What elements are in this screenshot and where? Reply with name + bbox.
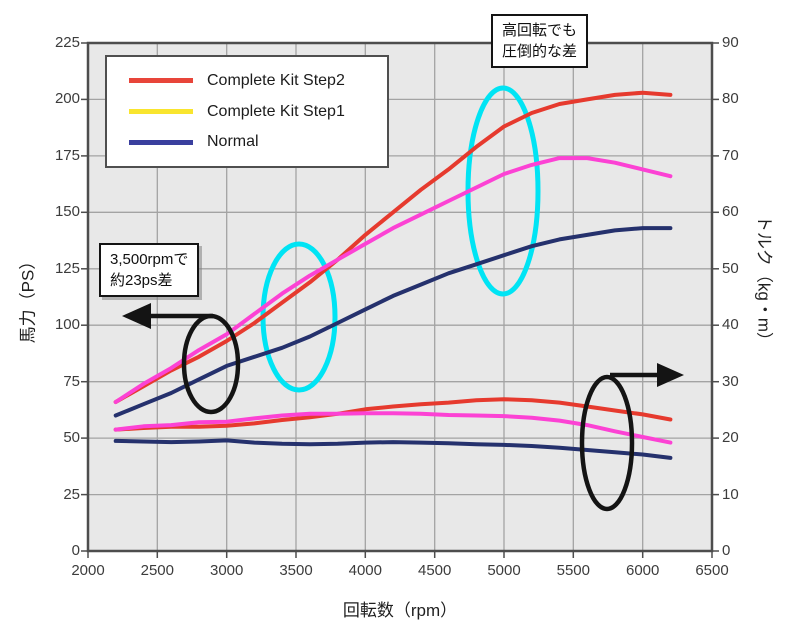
arrowhead-right [657, 363, 684, 387]
x-tick-label: 3000 [210, 562, 244, 579]
legend-item-label: Complete Kit Step2 [207, 71, 345, 89]
x-axis-title-rpm: 回転数（rpm） [342, 601, 458, 620]
x-tick-label: 5500 [556, 562, 590, 579]
legend-color-swatch [129, 139, 193, 145]
y-left-tick-label: 75 [63, 372, 80, 390]
legend-item-1: Complete Kit Step1 [107, 103, 387, 121]
legend-item-0: Complete Kit Step2 [107, 72, 387, 90]
y-left-tick-label: 125 [54, 259, 80, 277]
x-tick-label: 6500 [695, 562, 729, 579]
y-left-tick-label: 0 [71, 542, 80, 559]
series-4 [113, 411, 673, 445]
legend-item-2: Normal [107, 133, 387, 151]
legend-item-label: Complete Kit Step1 [207, 102, 345, 120]
annotation-line: 高回転でも [502, 22, 578, 39]
y-left-tick-label: 50 [63, 429, 80, 447]
plot-border [86, 41, 714, 553]
legend-color-swatch [129, 109, 193, 114]
series-0 [113, 90, 673, 404]
y-left-tick-label: 200 [54, 90, 80, 108]
y-right-tick-label: 10 [722, 485, 739, 503]
y-right-tick-label: 70 [722, 146, 739, 164]
y-right-tick-label: 80 [722, 90, 739, 108]
y-right-tick-label: 60 [722, 203, 739, 221]
y-left-tick-label: 100 [54, 316, 80, 334]
y-left-tick-label: 150 [54, 203, 80, 221]
annotation-3500rpm-gap: 3,500rpmで 約23ps差 [99, 243, 200, 297]
series-1 [113, 156, 673, 404]
legend: Complete Kit Step2 Complete Kit Step1 Norm… [105, 55, 389, 168]
y-right-tick-label: 40 [722, 316, 739, 334]
y-axis-title-torque: トルク（kg・m） [754, 214, 774, 350]
x-tick-label: 4000 [348, 562, 382, 579]
y-right-tick-label: 20 [722, 429, 739, 447]
x-tick-label: 6000 [626, 562, 660, 579]
y-left-tick-label: 175 [54, 146, 80, 164]
x-tick-label: 2000 [71, 562, 105, 579]
legend-item-label: Normal [207, 133, 259, 151]
x-tick-label: 2500 [140, 562, 174, 579]
y-left-tick-label: 25 [63, 485, 80, 503]
x-tick-label: 5000 [487, 562, 521, 579]
y-right-tick-label: 90 [722, 34, 739, 51]
annotation-line: 圧倒的な差 [502, 43, 578, 60]
series-3 [113, 397, 673, 432]
series-2 [113, 226, 673, 418]
y-axis-title-power: 馬力（PS） [18, 252, 38, 344]
x-tick-label: 4500 [418, 562, 452, 579]
x-tick-label: 3500 [279, 562, 313, 579]
y-right-tick-label: 0 [722, 542, 731, 559]
y-left-tick-label: 225 [54, 34, 80, 51]
annotation-high-rpm-gap: 高回転でも 圧倒的な差 [491, 14, 589, 68]
legend-color-swatch [129, 78, 193, 84]
y-right-tick-label: 50 [722, 259, 739, 277]
annotation-line: 約23ps差 [110, 272, 173, 289]
callout-ellipse-torque-curves [579, 374, 635, 512]
annotation-line: 3,500rpmで [110, 251, 189, 268]
series-5 [113, 438, 673, 460]
y-right-tick-label: 30 [722, 372, 739, 390]
arrowhead-left [122, 303, 151, 329]
